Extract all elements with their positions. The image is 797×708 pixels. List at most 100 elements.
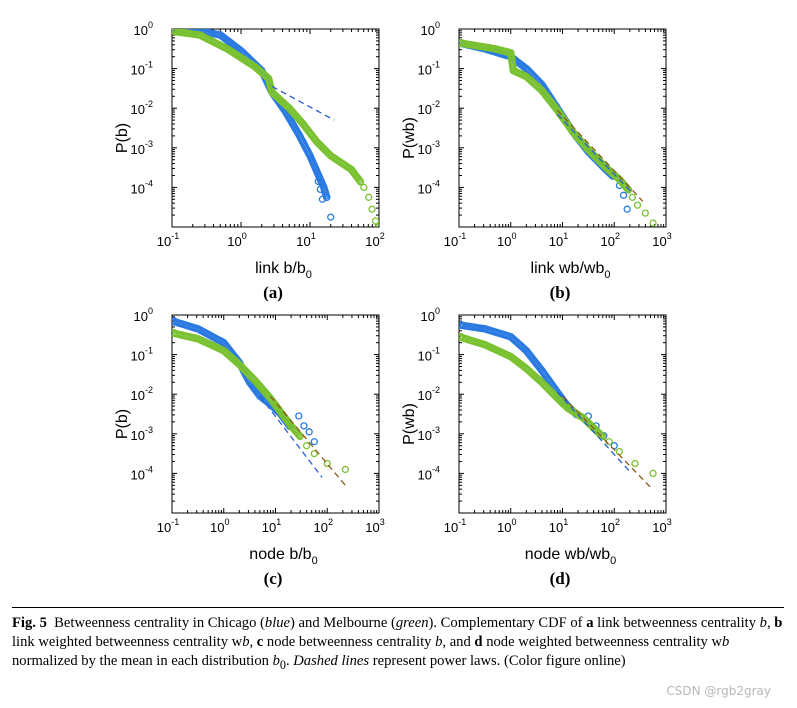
caption-blue: blue (264, 615, 291, 631)
x-tick-exponent: 1 (563, 231, 568, 241)
x-tick-label: 100 (210, 517, 229, 535)
plot-frame (171, 28, 380, 228)
data-point (371, 217, 379, 225)
x-tick-exponent: -1 (171, 231, 179, 241)
figure-caption: Fig. 5 Betweenness centrality in Chicago… (12, 607, 784, 675)
y-axis-title: P(b) (114, 409, 131, 439)
y-tick-exponent: -1 (432, 60, 440, 70)
power-law-line (556, 113, 633, 194)
x-tick-exponent: 1 (276, 517, 281, 527)
data-layer (172, 29, 379, 227)
x-tick-exponent: 1 (311, 231, 316, 241)
x-tick-label: 100 (497, 517, 516, 535)
y-tick-exponent: -3 (432, 139, 440, 149)
y-tick-exponent: -4 (432, 464, 440, 474)
x-tick-label: 102 (601, 231, 620, 249)
data-point (368, 205, 376, 213)
y-tick-label: 100 (421, 20, 440, 38)
x-tick-label: 101 (549, 517, 568, 535)
caption-b-var: b (759, 615, 767, 631)
caption-text-1: Betweenness centrality in Chicago ( (54, 615, 265, 631)
y-tick-exponent: -4 (145, 464, 153, 474)
panel-d: 10-1 100 101 102 10310-410-310-210-1100node … (401, 306, 672, 588)
data-point (310, 438, 318, 446)
caption-d: d (474, 634, 483, 650)
y-tick-label: 10-1 (131, 346, 153, 364)
data-layer (459, 39, 657, 227)
data-point (356, 177, 365, 186)
caption-b-var4: b (722, 634, 730, 650)
y-tick-exponent: -2 (145, 385, 153, 395)
y-tick-label: 10-1 (131, 60, 153, 78)
caption-text-10: node weighted betweenness centrality w (482, 634, 723, 650)
x-axis-title-sub: 0 (312, 555, 318, 567)
x-axis-title-sub: 0 (604, 269, 610, 281)
data-point (360, 183, 368, 192)
y-axis-title: P(wb) (401, 117, 418, 159)
caption-green: green (395, 615, 429, 631)
caption-b0-sub: 0 (279, 657, 286, 672)
data-point (302, 442, 311, 450)
caption-b: b (774, 615, 783, 631)
y-tick-label: 10-3 (131, 425, 153, 443)
y-tick-label: 10-1 (418, 60, 440, 78)
y-tick-label: 10-1 (418, 346, 440, 364)
series-melbourne (459, 39, 657, 227)
data-point (610, 442, 618, 450)
data-point (305, 428, 313, 436)
data-point (323, 459, 331, 468)
y-tick-label: 100 (421, 306, 440, 324)
data-point (597, 431, 605, 439)
data-point (327, 213, 335, 221)
caption-b0: b (272, 653, 280, 669)
data-point (300, 422, 308, 430)
watermark: CSDN @rgb2gray (666, 684, 771, 698)
series-melbourne (172, 329, 350, 474)
data-point (296, 432, 304, 441)
x-axis-title-sub: 0 (306, 269, 312, 281)
data-point (619, 191, 628, 199)
x-tick-label: 101 (549, 231, 568, 249)
caption-text-8: node betweenness centrality (263, 634, 436, 650)
x-tick-exponent: -1 (458, 517, 466, 527)
data-layer (172, 317, 350, 486)
x-tick-label: 102 (601, 517, 620, 535)
x-tick-label: 101 (296, 231, 315, 249)
x-tick-label: 102 (365, 231, 384, 249)
x-tick-label: 103 (365, 517, 384, 535)
y-tick-exponent: -1 (145, 60, 153, 70)
data-point (322, 193, 331, 202)
y-tick-label: 10-3 (418, 139, 440, 157)
y-tick-label: 10-4 (131, 178, 153, 196)
caption-text-3: ). Complementary CDF of (428, 615, 587, 631)
y-tick-label: 10-3 (418, 425, 440, 443)
x-tick-label: 10-1 (157, 517, 179, 535)
x-tick-label: 10-1 (444, 517, 466, 535)
caption-fig-label: Fig. 5 (12, 615, 47, 631)
x-axis-title: node wb/wb0 (525, 546, 617, 567)
power-law-line (271, 85, 335, 121)
y-tick-label: 10-3 (131, 139, 153, 157)
y-tick-exponent: -4 (432, 178, 440, 188)
caption-text-9: , and (442, 634, 475, 650)
data-point (649, 219, 657, 227)
data-point (318, 195, 327, 203)
x-tick-exponent: 2 (615, 231, 620, 241)
y-tick-exponent: -2 (432, 385, 440, 395)
x-tick-exponent: 3 (667, 231, 672, 241)
x-axis-title-sub: 0 (610, 555, 616, 567)
ticks (171, 314, 380, 514)
panel-c: 10-1 100 101 102 10310-410-310-210-1100node … (114, 306, 385, 588)
y-axis-title: P(b) (114, 123, 131, 153)
y-axis-title: P(wb) (401, 403, 418, 445)
y-tick-exponent: -2 (432, 99, 440, 109)
caption-b-var2: b (242, 634, 250, 650)
data-point (295, 412, 303, 420)
data-point (649, 469, 657, 478)
power-law-line (562, 395, 651, 488)
ticks (458, 28, 667, 228)
panel-b: 10-1 100 101 102 10310-410-310-210-1100link … (401, 20, 672, 302)
x-tick-label: 100 (227, 231, 246, 249)
y-tick-exponent: -2 (145, 99, 153, 109)
data-layer (459, 321, 657, 488)
